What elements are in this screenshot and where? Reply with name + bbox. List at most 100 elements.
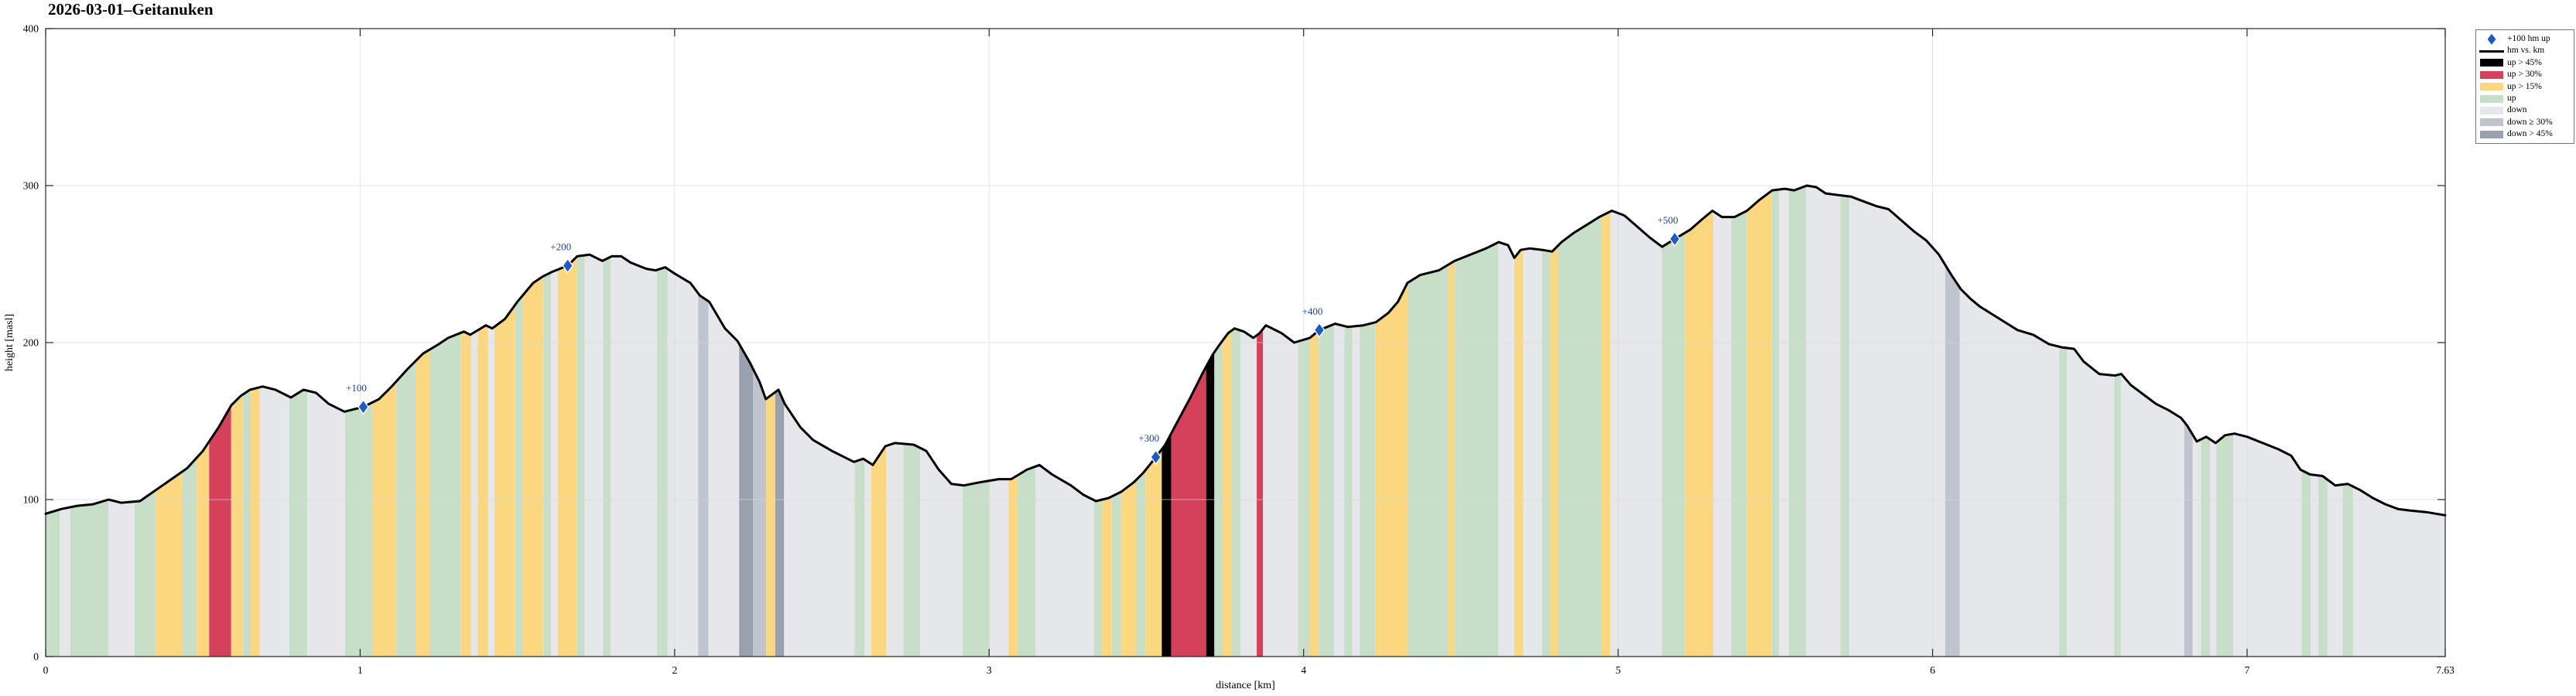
legend-item-label: up > 15% <box>2507 81 2542 91</box>
gradient-band-up <box>1214 186 1223 657</box>
gradient-band-up <box>242 186 251 657</box>
gradient-band-down <box>1849 186 1945 657</box>
y-tick-label: 100 <box>23 494 39 506</box>
y-axis-label: height [masl] <box>4 314 15 371</box>
gradient-band-down <box>1498 186 1514 657</box>
page-title: 2026-03-01–Geitanuken <box>48 0 214 19</box>
x-tick-label: 5 <box>1616 664 1621 676</box>
legend-color-patch <box>2480 83 2503 91</box>
gradient-band-up <box>515 186 523 657</box>
gradient-band-down <box>1779 186 1789 657</box>
gradient-band-up <box>657 186 668 657</box>
hm-marker-diamond-icon <box>1150 449 1162 466</box>
gradient-band-up>15 <box>1309 186 1319 657</box>
gradient-band-up <box>576 186 585 657</box>
y-tick-label: 400 <box>23 23 39 35</box>
gradient-band-up <box>543 186 552 657</box>
legend-item-label: up > 45% <box>2507 57 2542 67</box>
hm-marker-label: +400 <box>1302 305 1323 317</box>
gradient-band-up>15 <box>1601 186 1610 657</box>
gradient-band-up <box>603 186 611 657</box>
hm-markers: +100 +200 +300 +400 +500 <box>346 214 1681 466</box>
hm-marker-diamond-icon <box>357 399 369 415</box>
x-tick-label: 1 <box>357 664 363 676</box>
gradient-band-down <box>551 186 558 657</box>
gradient-band-down>=30 <box>698 186 709 657</box>
legend-item: down <box>2476 104 2574 116</box>
legend-item-label: down ≥ 30% <box>2507 117 2553 127</box>
gradient-band-up>15 <box>1549 186 1558 657</box>
x-tick-label: 3 <box>987 664 992 676</box>
gradient-band-up <box>1788 186 1807 657</box>
legend-item-label: hm vs. km <box>2507 46 2545 56</box>
legend-item-label: up > 30% <box>2507 70 2542 80</box>
gradient-band-up <box>1455 186 1499 657</box>
gradient-band-up <box>1232 186 1240 657</box>
gradient-band-down <box>1713 186 1732 657</box>
gradient-band-down <box>1610 186 1662 657</box>
gradient-band-down>45 <box>775 186 785 657</box>
hm-marker-diamond-icon <box>562 258 574 274</box>
hm-marker-diamond-icon <box>1313 322 1326 338</box>
x-tick-label: 7 <box>2245 664 2250 676</box>
gradient-band-up <box>1541 186 1550 657</box>
legend-item: +100 hm up <box>2476 33 2574 45</box>
gradient-band-up>15 <box>1514 186 1524 657</box>
legend-item-label: up <box>2507 93 2516 103</box>
x-axis-label: distance [km] <box>1216 680 1275 691</box>
legend-item: up > 45% <box>2476 57 2574 69</box>
gradient-band-up <box>1344 186 1353 657</box>
gradient-band-up>30 <box>1257 186 1264 657</box>
legend-color-patch <box>2480 107 2503 115</box>
hm-marker-label: +100 <box>346 382 367 394</box>
gradient-band-down <box>1523 186 1542 657</box>
y-tick-label: 0 <box>33 651 39 663</box>
gradient-band-up <box>1731 186 1747 657</box>
legend-color-patch <box>2480 70 2503 79</box>
gradient-band-up>15 <box>251 186 260 657</box>
y-tick-label: 300 <box>23 180 39 192</box>
gradient-band-up>15 <box>1685 186 1714 657</box>
gradient-band-down <box>1352 186 1360 657</box>
legend-box: +100 hm up hm vs. km up > 45% up > 30% up > … <box>2475 29 2574 144</box>
legend-diamond-icon <box>2487 33 2496 45</box>
legend-item: up > 15% <box>2476 81 2574 93</box>
x-tick-label: 7.63 <box>2436 664 2455 676</box>
x-tick-label: 4 <box>1301 664 1306 676</box>
gradient-band-up <box>1661 186 1685 657</box>
gradient-band-down>=30 <box>1945 186 1960 657</box>
gradient-band-down <box>1806 186 1841 657</box>
gradient-band-down <box>470 186 478 657</box>
gradient-band-up>15 <box>1223 186 1232 657</box>
legend-item: hm vs. km <box>2476 45 2574 56</box>
profile-line <box>44 184 2447 517</box>
legend-color-patch <box>2480 118 2503 127</box>
legend-item: down > 45% <box>2476 128 2574 140</box>
x-tick-label: 2 <box>672 664 677 676</box>
gradient-band-up <box>1840 186 1849 657</box>
hm-marker-label: +300 <box>1138 432 1159 444</box>
gradient-band-up>45 <box>1206 186 1215 657</box>
gradient-band-up>15 <box>1746 186 1772 657</box>
gradient-band-down <box>487 186 494 657</box>
legend-item-label: down > 45% <box>2507 129 2553 139</box>
gradient-band-up <box>2058 186 2068 657</box>
hm-marker-diamond-icon <box>1668 230 1681 247</box>
gradient-band-up <box>2114 186 2121 657</box>
gradient-band-up <box>1558 186 1602 657</box>
legend-color-patch <box>2480 130 2503 138</box>
legend-item: up > 30% <box>2476 69 2574 80</box>
gradient-band-up <box>1771 186 1780 657</box>
legend-item-label: +100 hm up <box>2507 33 2550 43</box>
hm-marker-label: +500 <box>1657 214 1678 226</box>
y-tick-label: 200 <box>23 337 39 349</box>
legend-line-sample <box>2479 49 2504 53</box>
x-tick-label: 0 <box>43 664 49 676</box>
hm-marker-label: +200 <box>550 241 571 253</box>
legend-color-patch <box>2480 59 2503 67</box>
legend-color-patch <box>2480 94 2503 103</box>
x-tick-label: 6 <box>1930 664 1935 676</box>
gradient-band-up>15 <box>1448 186 1456 657</box>
